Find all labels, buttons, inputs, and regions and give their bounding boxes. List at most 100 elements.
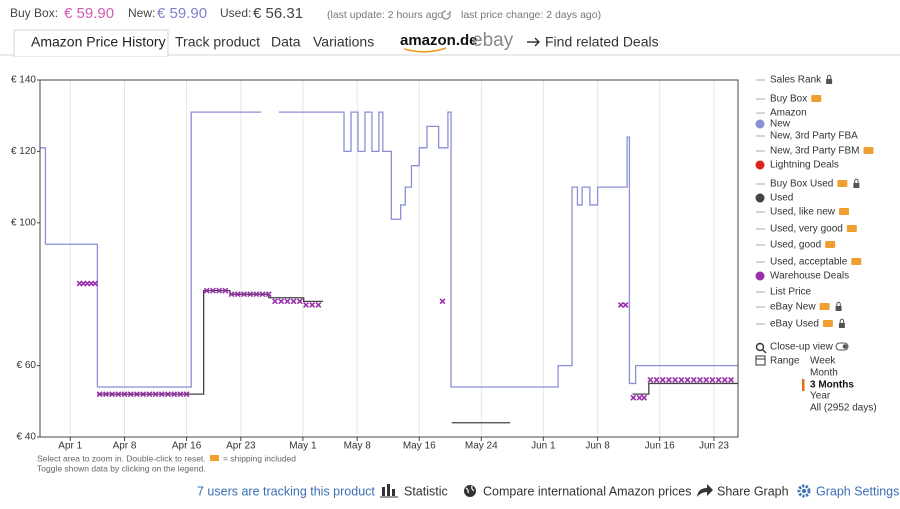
range-option[interactable]: Week	[810, 356, 836, 367]
deal-marker	[140, 391, 147, 398]
legend-label[interactable]: eBay Used	[770, 319, 819, 330]
legend-dot	[755, 271, 765, 281]
legend-label[interactable]: eBay New	[770, 302, 816, 313]
legend-label[interactable]: Warehouse Deals	[770, 271, 849, 282]
chart-note: = shipping included	[223, 453, 296, 463]
deal-marker	[102, 391, 109, 398]
legend-label[interactable]: Used	[770, 193, 793, 204]
x-tick-label: May 1	[289, 441, 317, 452]
deal-marker	[278, 298, 285, 305]
buy-box-price: € 59.90	[64, 5, 114, 22]
shipping-icon	[837, 180, 848, 187]
deal-marker	[146, 391, 153, 398]
y-tick-label: € 120	[11, 146, 36, 157]
legend-dot	[755, 160, 765, 170]
lock-icon	[835, 306, 842, 311]
legend-label[interactable]: Sales Rank	[770, 75, 822, 86]
x-tick-label: May 8	[344, 441, 372, 452]
legend-label[interactable]: Used, very good	[770, 224, 843, 235]
x-tick-label: Jun 16	[645, 441, 675, 452]
shipping-icon	[210, 455, 219, 461]
x-tick-label: Apr 8	[113, 441, 137, 452]
x-tick-label: May 24	[465, 441, 498, 452]
deal-marker	[715, 376, 722, 383]
close-up-label[interactable]: Close-up view	[770, 342, 834, 353]
settings-link[interactable]: Graph Settings	[816, 484, 899, 498]
deal-marker	[203, 287, 210, 294]
range-option[interactable]: Month	[810, 368, 838, 379]
range-option[interactable]: 3 Months	[810, 380, 854, 391]
share-link[interactable]: Share Graph	[717, 484, 789, 498]
deal-marker	[636, 394, 643, 401]
lock-icon	[826, 74, 832, 79]
shipping-icon	[811, 95, 822, 102]
deal-marker	[216, 287, 223, 294]
deal-marker	[709, 376, 716, 383]
lock-icon	[854, 178, 859, 183]
range-option[interactable]: All (2952 days)	[810, 403, 877, 414]
refresh-icon[interactable]	[441, 10, 451, 20]
gear-icon	[797, 484, 811, 498]
lock-icon	[826, 79, 833, 84]
related-deals[interactable]: Find related Deals	[545, 34, 659, 50]
deal-marker	[158, 391, 165, 398]
tab[interactable]: Amazon Price History	[31, 34, 166, 50]
deal-marker	[177, 391, 184, 398]
legend-label[interactable]: Buy Box	[770, 94, 807, 105]
deal-marker	[303, 301, 309, 308]
deal-marker	[127, 391, 134, 398]
legend-label[interactable]: Amazon	[770, 108, 807, 119]
legend-label[interactable]: Buy Box Used	[770, 179, 833, 190]
deal-marker	[697, 376, 703, 383]
ebay-link[interactable]: ebay	[472, 30, 514, 51]
deal-marker	[290, 298, 297, 305]
zoom-icon	[762, 349, 767, 354]
deal-marker	[672, 376, 679, 383]
range-option[interactable]: Year	[810, 391, 831, 402]
amazon-link[interactable]: amazon.de	[400, 32, 478, 49]
price-line	[40, 111, 738, 388]
x-tick-label: Apr 16	[172, 441, 202, 452]
legend-label[interactable]: New, 3rd Party FBA	[770, 131, 858, 142]
buy-box-label: Buy Box:	[10, 6, 58, 20]
deal-marker	[666, 376, 672, 383]
toggle-knob	[842, 344, 848, 349]
legend-label[interactable]: New, 3rd Party FBM	[770, 146, 859, 157]
deal-marker	[92, 280, 99, 287]
globe-icon	[464, 485, 476, 497]
deal-marker	[690, 376, 697, 383]
deal-marker	[439, 298, 446, 305]
tab[interactable]: Track product	[175, 34, 260, 50]
last-change: last price change: 2 days ago)	[461, 9, 601, 21]
deal-marker	[115, 391, 122, 398]
toggle[interactable]	[835, 342, 849, 351]
legend-label[interactable]: New	[770, 119, 791, 130]
new-label: New:	[128, 6, 155, 20]
legend-label[interactable]: Used, acceptable	[770, 257, 848, 268]
deal-marker	[272, 298, 278, 305]
deal-marker	[247, 291, 254, 298]
used-label: Used:	[220, 6, 251, 20]
tab[interactable]: Data	[271, 34, 301, 50]
new-price: € 59.90	[157, 5, 207, 22]
tracking-link[interactable]: 7 users are tracking this product	[197, 484, 375, 498]
legend-label[interactable]: List Price	[770, 287, 812, 298]
legend-label[interactable]: Used, like new	[770, 207, 836, 218]
statistic-link[interactable]: Statistic	[404, 484, 448, 498]
legend-label[interactable]: Used, good	[770, 240, 821, 251]
deal-marker	[728, 376, 734, 383]
calendar-icon	[755, 355, 766, 366]
legend-label[interactable]: Lightning Deals	[770, 160, 839, 171]
plot-frame	[39, 79, 739, 438]
x-tick-label: Apr 23	[226, 441, 256, 452]
chart-note: Select area to zoom in. Double-click to …	[37, 453, 206, 463]
legend-dot	[755, 119, 765, 129]
last-update: (last update: 2 hours ago	[327, 9, 443, 21]
lock-icon	[839, 318, 845, 323]
arrow-icon	[527, 37, 540, 47]
deal-marker	[309, 301, 316, 308]
y-tick-label: € 140	[11, 75, 36, 86]
compare-link[interactable]: Compare international Amazon prices	[483, 484, 691, 498]
tab[interactable]: Variations	[313, 34, 374, 50]
